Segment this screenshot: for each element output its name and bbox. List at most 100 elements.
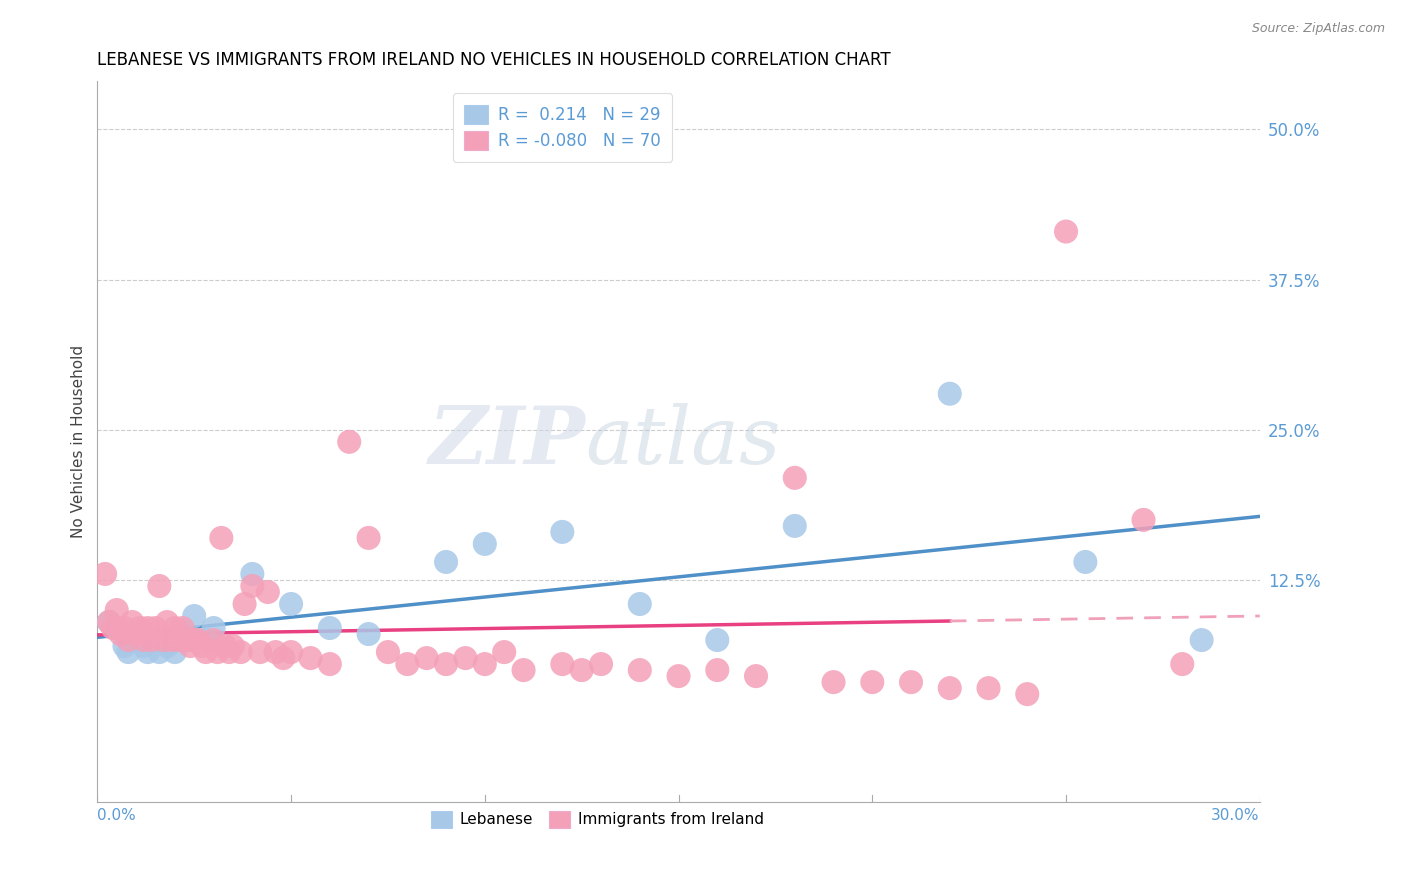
Point xyxy=(273,651,295,665)
Point xyxy=(474,537,496,551)
Text: 0.0%: 0.0% xyxy=(97,808,136,823)
Text: LEBANESE VS IMMIGRANTS FROM IRELAND NO VEHICLES IN HOUSEHOLD CORRELATION CHART: LEBANESE VS IMMIGRANTS FROM IRELAND NO V… xyxy=(97,51,891,69)
Point xyxy=(194,633,217,648)
Point xyxy=(706,663,728,677)
Point xyxy=(121,615,143,629)
Point xyxy=(117,645,139,659)
Point xyxy=(280,597,302,611)
Point xyxy=(357,531,380,545)
Point xyxy=(218,645,240,659)
Point xyxy=(105,621,128,635)
Point xyxy=(152,633,174,648)
Point xyxy=(474,657,496,671)
Text: Source: ZipAtlas.com: Source: ZipAtlas.com xyxy=(1251,22,1385,36)
Point xyxy=(939,386,962,401)
Point xyxy=(551,524,574,539)
Point xyxy=(783,519,806,533)
Point xyxy=(187,633,209,648)
Point xyxy=(823,675,845,690)
Point xyxy=(148,645,170,659)
Point xyxy=(167,633,190,648)
Point xyxy=(1054,225,1077,239)
Point xyxy=(145,633,167,648)
Point xyxy=(240,566,263,581)
Point xyxy=(179,639,201,653)
Point xyxy=(202,633,225,648)
Point xyxy=(628,597,651,611)
Point xyxy=(249,645,271,659)
Point xyxy=(114,621,136,635)
Point xyxy=(977,681,1000,695)
Point xyxy=(101,621,124,635)
Point xyxy=(512,663,534,677)
Point xyxy=(222,639,245,653)
Point xyxy=(172,627,194,641)
Point xyxy=(163,621,186,635)
Point xyxy=(125,627,148,641)
Point xyxy=(377,645,399,659)
Point xyxy=(256,585,278,599)
Point xyxy=(1171,657,1194,671)
Point xyxy=(494,645,516,659)
Point xyxy=(1074,555,1097,569)
Point xyxy=(98,615,121,629)
Point xyxy=(396,657,419,671)
Point xyxy=(110,627,132,641)
Point xyxy=(132,633,155,648)
Text: 30.0%: 30.0% xyxy=(1211,808,1260,823)
Point xyxy=(214,639,236,653)
Point xyxy=(1017,687,1039,701)
Point xyxy=(136,645,159,659)
Point xyxy=(628,663,651,677)
Point xyxy=(207,645,229,659)
Point xyxy=(1132,513,1154,527)
Point xyxy=(117,633,139,648)
Point xyxy=(132,639,155,653)
Point xyxy=(1191,633,1213,648)
Point xyxy=(156,615,179,629)
Point xyxy=(136,621,159,635)
Point xyxy=(121,633,143,648)
Point xyxy=(357,627,380,641)
Point xyxy=(299,651,322,665)
Point xyxy=(783,471,806,485)
Point xyxy=(172,621,194,635)
Point xyxy=(589,657,612,671)
Point xyxy=(434,657,457,671)
Point xyxy=(415,651,437,665)
Point xyxy=(280,645,302,659)
Point xyxy=(337,434,360,449)
Point xyxy=(141,633,163,648)
Point xyxy=(668,669,690,683)
Point xyxy=(454,651,477,665)
Point xyxy=(129,621,152,635)
Point xyxy=(160,633,183,648)
Point xyxy=(900,675,922,690)
Point xyxy=(706,633,728,648)
Point xyxy=(145,621,167,635)
Point xyxy=(191,639,214,653)
Point xyxy=(148,579,170,593)
Text: atlas: atlas xyxy=(585,403,780,481)
Point xyxy=(105,603,128,617)
Point xyxy=(571,663,593,677)
Point xyxy=(98,615,121,629)
Point xyxy=(434,555,457,569)
Point xyxy=(202,621,225,635)
Point xyxy=(240,579,263,593)
Point xyxy=(194,645,217,659)
Point xyxy=(114,639,136,653)
Point xyxy=(183,633,205,648)
Point xyxy=(163,645,186,659)
Point xyxy=(319,657,342,671)
Point xyxy=(264,645,287,659)
Y-axis label: No Vehicles in Household: No Vehicles in Household xyxy=(72,345,86,539)
Point xyxy=(229,645,252,659)
Point xyxy=(183,609,205,624)
Point xyxy=(745,669,768,683)
Text: ZIP: ZIP xyxy=(429,403,585,481)
Point xyxy=(233,597,256,611)
Point xyxy=(156,639,179,653)
Point xyxy=(176,633,198,648)
Point xyxy=(939,681,962,695)
